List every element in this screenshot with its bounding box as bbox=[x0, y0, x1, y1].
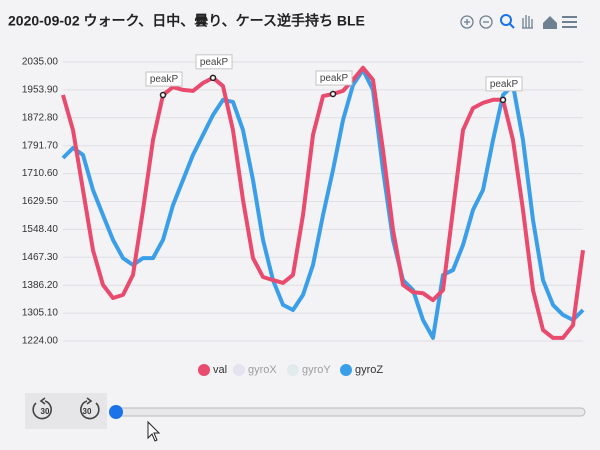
annotation-label: peakP bbox=[150, 74, 179, 85]
annotation-marker bbox=[209, 74, 217, 82]
legend-item[interactable]: val bbox=[198, 364, 227, 376]
legend-label: gyroY bbox=[302, 364, 331, 376]
y-tick-label: 1710.60 bbox=[22, 168, 59, 179]
series-line bbox=[61, 65, 585, 340]
legend-marker bbox=[287, 364, 299, 376]
zoom-out[interactable] bbox=[479, 15, 493, 29]
series-line bbox=[61, 67, 585, 340]
slider-knob[interactable] bbox=[109, 405, 123, 419]
forward-button[interactable] bbox=[80, 397, 100, 420]
y-tick-label: 1386.20 bbox=[22, 280, 59, 291]
reset[interactable] bbox=[543, 16, 557, 29]
y-tick-label: 1224.00 bbox=[22, 336, 59, 347]
y-tick-label: 1548.40 bbox=[22, 224, 59, 235]
legend-marker bbox=[198, 364, 210, 376]
annotation-box bbox=[315, 70, 353, 86]
slider-track[interactable] bbox=[114, 407, 586, 417]
pan[interactable] bbox=[522, 15, 533, 29]
y-tick-label: 1872.80 bbox=[22, 112, 59, 123]
zoom-select[interactable] bbox=[500, 14, 515, 29]
legend-label: val bbox=[213, 364, 227, 376]
annotation-box bbox=[195, 54, 233, 70]
annotation-marker bbox=[329, 90, 337, 98]
legend-item[interactable]: gyroY bbox=[287, 364, 331, 376]
y-tick-label: 2035.00 bbox=[22, 57, 59, 68]
rewind-label: 30 bbox=[41, 407, 50, 416]
annotation-marker bbox=[159, 91, 167, 99]
menu[interactable] bbox=[562, 16, 577, 28]
annotation-label: peakP bbox=[320, 73, 349, 84]
forward-label: 30 bbox=[83, 407, 92, 416]
y-tick-label: 1791.70 bbox=[22, 140, 59, 151]
toolbar[interactable] bbox=[460, 14, 577, 29]
y-tick-label: 1467.30 bbox=[22, 252, 59, 263]
annotation-marker bbox=[499, 96, 507, 104]
legend-item[interactable]: gyroX bbox=[233, 364, 277, 376]
player-buttons bbox=[25, 393, 107, 429]
y-tick-label: 1305.10 bbox=[22, 308, 59, 319]
annotation-box bbox=[485, 76, 523, 92]
annotation-box bbox=[145, 71, 183, 87]
legend-label: gyroX bbox=[248, 364, 277, 376]
annotation-label: peakP bbox=[200, 57, 229, 68]
rewind-button[interactable] bbox=[32, 397, 52, 420]
cursor bbox=[147, 420, 161, 442]
chart-title: 2020-09-02 ウォーク、日中、曇り、ケース逆手持ち BLE bbox=[8, 13, 365, 29]
legend-marker bbox=[340, 364, 352, 376]
legend-label: gyroZ bbox=[355, 364, 383, 376]
zoom-in[interactable] bbox=[460, 15, 474, 29]
legend-marker bbox=[233, 364, 245, 376]
legend-item[interactable]: gyroZ bbox=[340, 364, 383, 376]
annotation-label: peakP bbox=[490, 79, 519, 90]
y-tick-label: 1953.90 bbox=[22, 85, 59, 96]
y-tick-label: 1629.50 bbox=[22, 196, 59, 207]
